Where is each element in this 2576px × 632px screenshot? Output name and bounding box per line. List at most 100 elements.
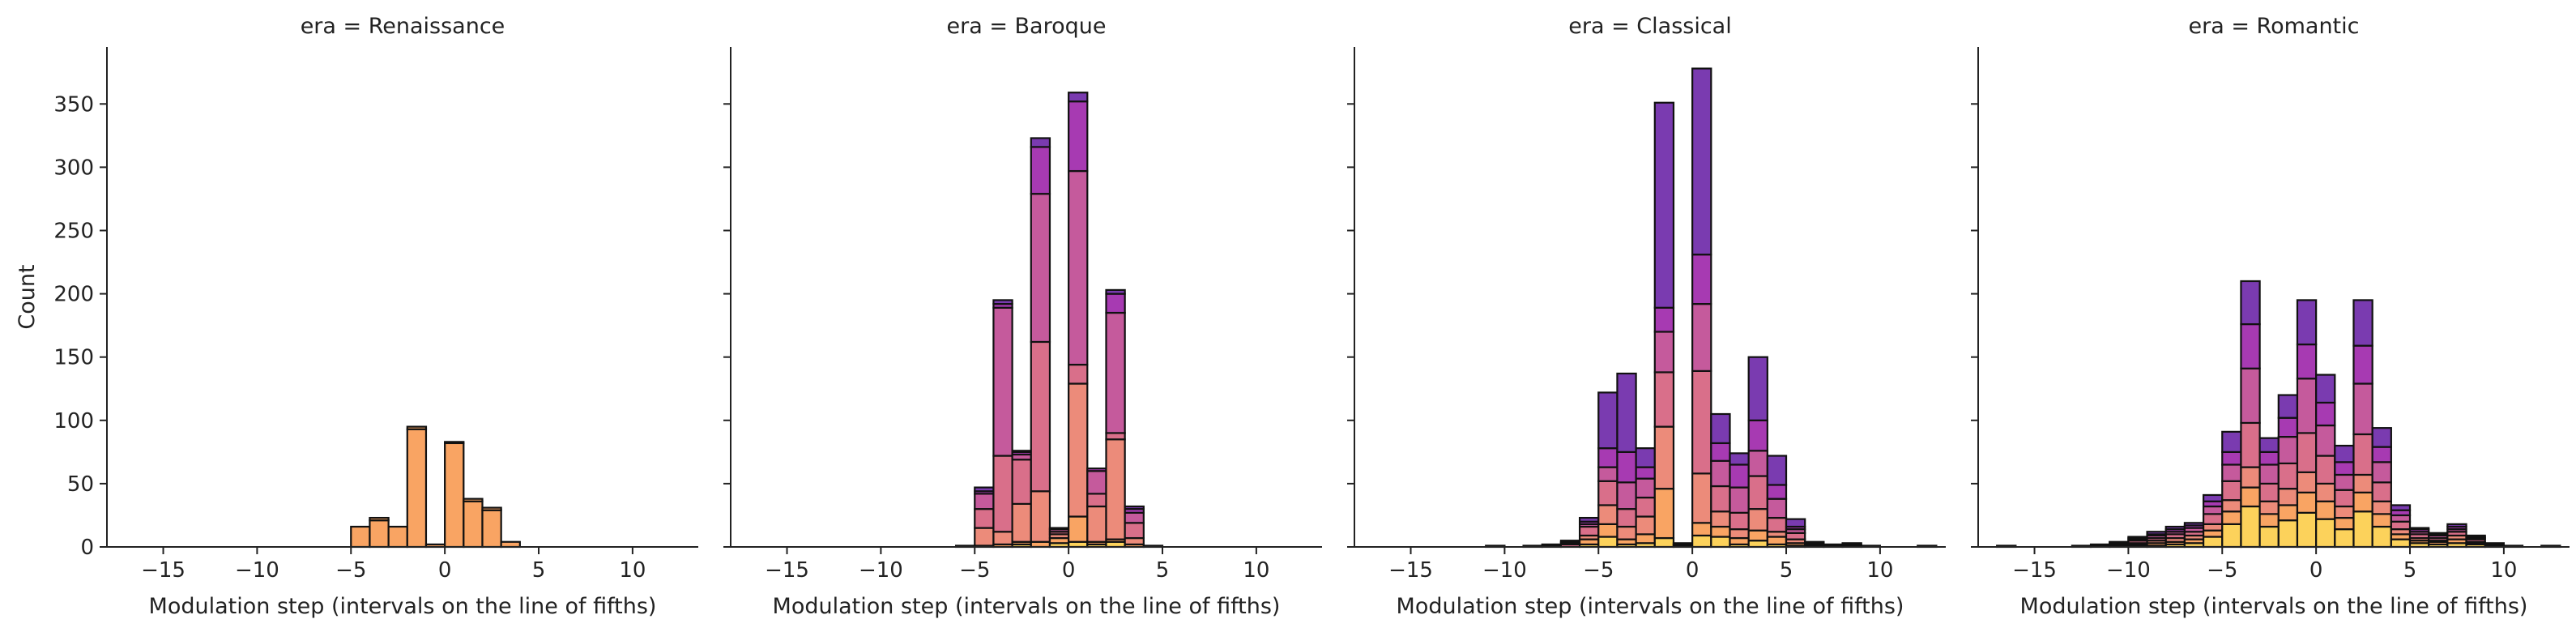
y-tick-label: 300 — [53, 156, 94, 180]
bar-segment — [1068, 100, 1089, 173]
bar-segment — [2202, 536, 2224, 549]
bar-segment — [1691, 67, 1712, 256]
bar-segment — [2221, 451, 2242, 466]
bar-segment — [2334, 505, 2355, 519]
bar-segment — [2315, 518, 2336, 549]
bar-segment — [1030, 193, 1051, 344]
bar-segment — [1124, 505, 1145, 510]
bar-segment — [2109, 540, 2130, 544]
bar-segment — [2240, 322, 2261, 369]
bar-segment — [1635, 515, 1656, 536]
histogram-bar — [2221, 430, 2242, 549]
bar-segment — [1653, 101, 1675, 309]
facet-panel-baroque: era = Baroque −15 −10 −5 0 5 10 Modulation step… — [723, 14, 1322, 619]
histogram-bar — [2446, 523, 2467, 549]
bar-segment — [2258, 482, 2280, 502]
histogram-bar — [2352, 299, 2373, 549]
x-axis-label: Modulation step (intervals on the line o… — [2020, 594, 2528, 619]
histogram-bar — [1729, 452, 1750, 549]
bar-segment — [2352, 473, 2373, 493]
bar-segment — [2465, 534, 2486, 538]
bar-segment — [1729, 452, 1750, 466]
bar-segment — [2258, 437, 2280, 453]
histogram-bar — [1635, 447, 1656, 549]
bar-segment — [1653, 425, 1675, 490]
bar-segment — [1105, 288, 1126, 295]
bar-segment — [1086, 505, 1107, 543]
histogram-bars — [350, 425, 521, 549]
bar-segment — [2240, 486, 2261, 508]
y-axis-label: Count — [15, 264, 40, 329]
bar-segment — [463, 497, 484, 502]
bar-segment — [2277, 394, 2299, 419]
bar-segment — [2089, 543, 2111, 547]
bar-segment — [2352, 382, 2373, 436]
bar-segment — [1710, 536, 1731, 549]
facet-title: era = Renaissance — [301, 14, 505, 39]
facet-title: era = Baroque — [946, 14, 1106, 39]
bar-segment — [1068, 515, 1089, 543]
histogram-bar — [2296, 299, 2318, 549]
bar-segment — [2334, 473, 2355, 491]
bar-segment — [1068, 92, 1089, 103]
histogram-bar — [992, 299, 1013, 549]
bar-segment — [2240, 505, 2261, 549]
histogram-bars — [1996, 280, 2561, 549]
bar-segment — [1691, 254, 1712, 305]
bar-segment — [2258, 513, 2280, 528]
bar-segment — [2277, 488, 2299, 506]
bar-segment — [1635, 496, 1656, 518]
y-tick-label: 150 — [53, 346, 94, 370]
bar-segment — [1597, 391, 1619, 450]
bar-segment — [2202, 523, 2224, 532]
bar-segment — [1766, 484, 1788, 500]
bar-segment — [1559, 540, 1581, 543]
x-axis-label: Modulation step (intervals on the line o… — [773, 594, 1281, 619]
bar-segment — [481, 509, 502, 549]
bar-segment — [1747, 450, 1768, 477]
bar-segment — [1823, 543, 1844, 547]
bar-segment — [2277, 416, 2299, 438]
x-tick-label: 0 — [2309, 558, 2323, 583]
bar-segment — [2183, 522, 2205, 527]
bar-segment — [1011, 502, 1032, 543]
bar-segment — [2352, 491, 2373, 513]
bar-segment — [2146, 531, 2167, 536]
bar-segment — [350, 525, 371, 549]
bar-segment — [2258, 451, 2280, 466]
bar-segment — [1124, 511, 1145, 524]
x-tick-label: 10 — [1866, 558, 1893, 583]
bar-segment — [2334, 461, 2355, 476]
bar-segment — [2221, 463, 2242, 482]
bar-segment — [1635, 477, 1656, 499]
bar-segment — [1124, 536, 1145, 545]
bar-segment — [1766, 455, 1788, 486]
bar-segment — [1030, 490, 1051, 543]
facet-panel-renaissance: era = Renaissance−15 −10 −5 0 5 1005010015020… — [53, 14, 698, 619]
bar-segment — [481, 506, 502, 511]
bar-segment — [992, 455, 1013, 533]
bar-segment — [1068, 169, 1089, 366]
bar-segment — [1653, 371, 1675, 428]
bar-segment — [992, 299, 1013, 305]
bar-segment — [1597, 504, 1619, 525]
bar-segment — [2127, 536, 2148, 540]
bar-segment — [1691, 472, 1712, 524]
bar-segment — [1710, 510, 1731, 528]
bar-segment — [406, 425, 428, 430]
histogram-bar — [1710, 412, 1731, 549]
bar-segment — [1729, 486, 1750, 514]
bar-segment — [1578, 525, 1600, 537]
bar-segment — [974, 486, 995, 493]
bar-segment — [2371, 525, 2392, 549]
bar-segment — [1710, 459, 1731, 488]
x-tick-label: −10 — [859, 558, 903, 583]
histogram-bar — [444, 441, 465, 549]
histogram-bar — [1785, 518, 1806, 549]
bar-segment — [2334, 528, 2355, 549]
bar-segment — [2371, 446, 2392, 463]
bar-segment — [2315, 482, 2336, 502]
bar-segment — [1635, 466, 1656, 480]
histogram-bar — [2202, 493, 2224, 549]
bar-segment — [2390, 538, 2412, 549]
